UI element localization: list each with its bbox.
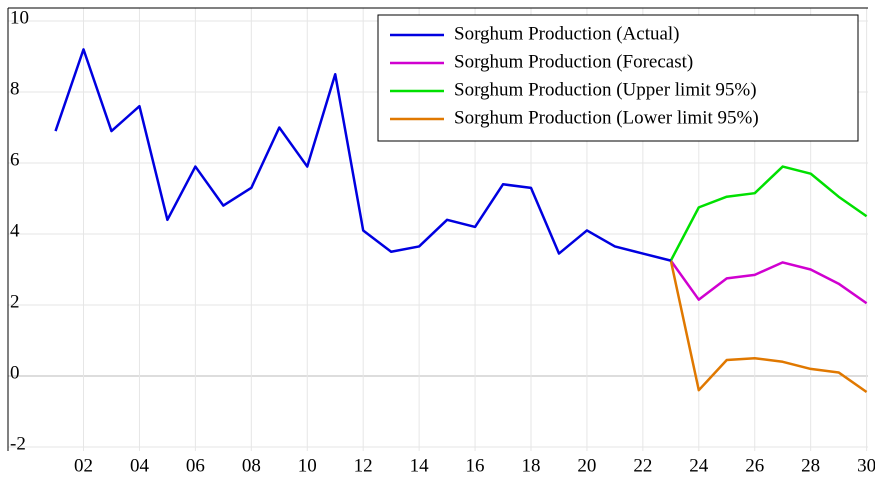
y-tick-label: 0 xyxy=(10,362,20,383)
x-tick-label: 10 xyxy=(298,455,317,476)
y-tick-label: 6 xyxy=(10,149,20,170)
x-tick-label: 14 xyxy=(410,455,430,476)
x-tick-label: 22 xyxy=(633,455,652,476)
y-tick-label: 10 xyxy=(10,7,29,28)
series-line xyxy=(669,165,868,262)
y-tick-label: 2 xyxy=(10,291,20,312)
x-tick-label: 24 xyxy=(689,455,709,476)
legend-label: Sorghum Production (Forecast) xyxy=(454,51,693,72)
legend-label: Sorghum Production (Upper limit 95%) xyxy=(454,79,757,100)
x-tick-label: 30 xyxy=(857,455,875,476)
y-tick-label: 4 xyxy=(10,220,20,241)
x-tick-label: 20 xyxy=(577,455,596,476)
legend-label: Sorghum Production (Actual) xyxy=(454,23,680,44)
y-tick-label: 8 xyxy=(10,78,20,99)
x-tick-label: 02 xyxy=(74,455,93,476)
x-tick-label: 06 xyxy=(186,455,205,476)
series-line xyxy=(669,259,868,305)
legend-box xyxy=(377,14,859,142)
series-line xyxy=(669,260,868,394)
x-tick-label: 28 xyxy=(801,455,820,476)
x-tick-label: 16 xyxy=(466,455,485,476)
series-line xyxy=(54,48,672,262)
legend-label: Sorghum Production (Lower limit 95%) xyxy=(454,107,759,128)
x-tick-label: 26 xyxy=(745,455,764,476)
x-tick-label: 18 xyxy=(521,455,540,476)
y-tick-label: -2 xyxy=(10,433,26,454)
x-tick-label: 04 xyxy=(130,455,150,476)
x-tick-label: 08 xyxy=(242,455,261,476)
x-tick-label: 12 xyxy=(354,455,373,476)
